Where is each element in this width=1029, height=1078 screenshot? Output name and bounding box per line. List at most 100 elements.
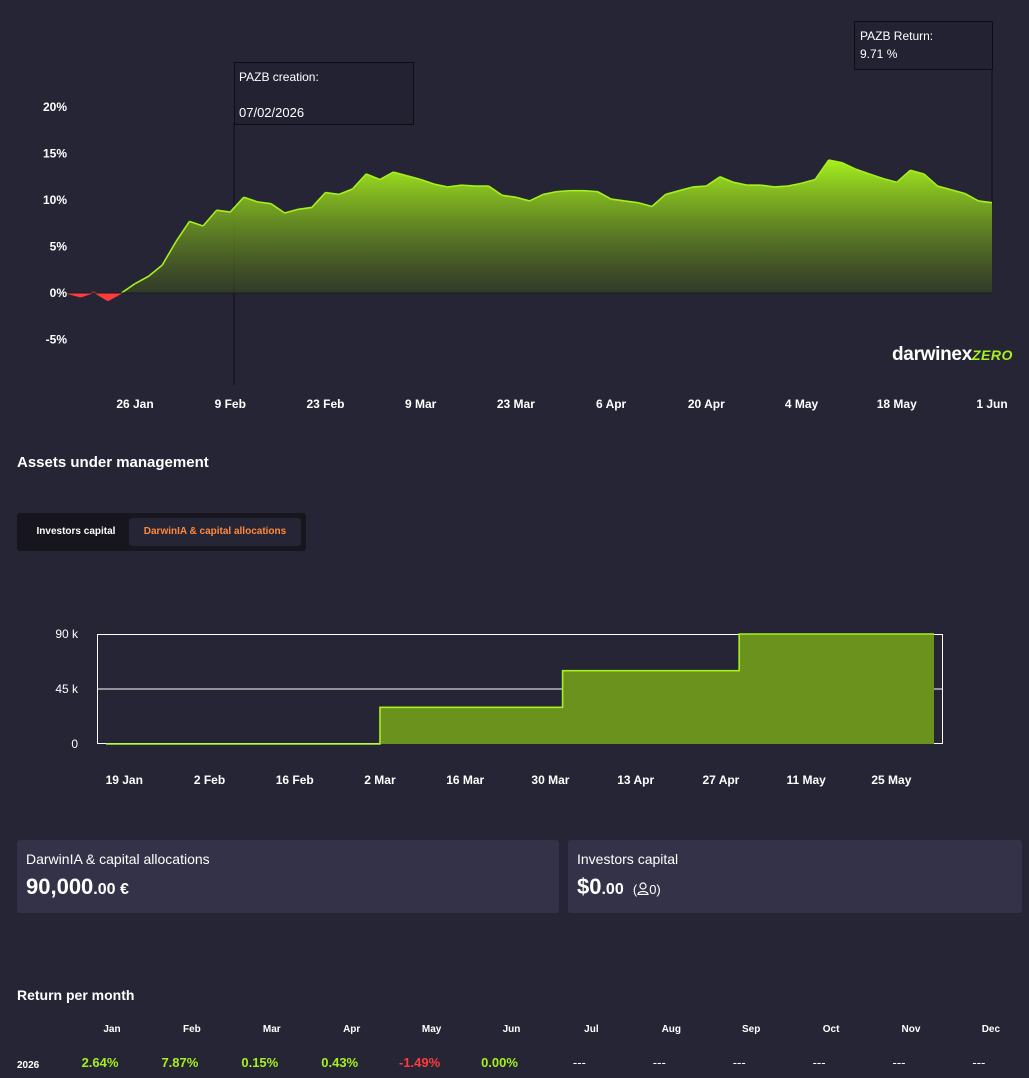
year-label: 2026	[17, 1060, 40, 1071]
aum-x-tick-label: 27 Apr	[702, 773, 739, 787]
return-line-segment	[828, 159, 843, 164]
allocations-card-value: 90,000.00 €	[26, 874, 129, 900]
x-tick-label: 26 Jan	[116, 397, 153, 411]
darwinex-zero-logo: darwinexZERO	[892, 344, 1013, 366]
return-chart: 20% 15% 10% 5% 0% -5% 26 Jan 9 Feb 23 Feb 9 Mar 2…	[43, 68, 1008, 411]
return-line-segment	[937, 185, 952, 191]
return-line-segment	[719, 176, 734, 184]
aum-x-tick-label: 16 Feb	[276, 773, 314, 787]
aum-y-tick-label: 90 k	[55, 627, 79, 641]
return-line-segment	[882, 177, 897, 184]
return-line-segment	[733, 181, 748, 186]
month-header: Jan	[103, 1024, 121, 1035]
month-return-value: ---	[892, 1055, 906, 1070]
month-return-value: ---	[972, 1055, 986, 1070]
investor-count-open: (	[632, 882, 638, 897]
month-header: Oct	[822, 1024, 840, 1035]
investors-card-value: $0.00 (0)	[577, 874, 661, 900]
return-line-segment	[243, 196, 258, 203]
return-line-segment	[611, 198, 625, 202]
investor-count-value: 0)	[649, 882, 661, 897]
month-return-value: -1.49%	[398, 1055, 441, 1070]
x-tick-label: 1 Jun	[976, 397, 1007, 411]
return-line-segment	[338, 188, 353, 196]
aum-x-tick-label: 30 Mar	[531, 773, 569, 787]
return-line-segment	[229, 196, 245, 213]
allocations-card: DarwinIA & capital allocations 90,000.00…	[17, 840, 559, 913]
return-line-segment	[270, 203, 286, 214]
month-header: Mar	[262, 1024, 281, 1035]
return-line-segment	[705, 176, 721, 187]
return-line-segment	[134, 275, 150, 285]
aum-x-tick-label: 2 Feb	[194, 773, 225, 787]
creation-annotation-label: PAZB creation:	[239, 70, 319, 84]
return-line-segment	[692, 185, 707, 188]
tab-investors-capital[interactable]: Investors capital	[36, 526, 116, 537]
month-return-value: ---	[732, 1055, 746, 1070]
aum-x-tick-label: 2 Mar	[364, 773, 396, 787]
aum-x-tick-label: 13 Apr	[617, 773, 654, 787]
month-return-value: ---	[812, 1055, 826, 1070]
return-line-segment	[120, 283, 136, 294]
x-tick-label: 23 Feb	[306, 397, 344, 411]
return-line-segment	[760, 184, 775, 188]
aum-y-tick-label: 0	[71, 737, 78, 751]
tab-darwinia-allocations[interactable]: DarwinIA & capital allocations	[129, 518, 301, 546]
return-line-segment	[502, 194, 517, 199]
return-line-segment	[365, 173, 381, 181]
return-line-segment	[950, 188, 966, 195]
allocations-value-decimal: .00 €	[93, 881, 129, 898]
logo-brand: darwinex	[892, 344, 972, 365]
return-line-segment	[175, 220, 191, 243]
aum-tab-group: Investors capital DarwinIA & capital all…	[17, 513, 306, 551]
month-header: Jun	[502, 1024, 521, 1035]
return-line-segment	[964, 192, 979, 202]
return-line-segment	[556, 189, 571, 193]
return-line-segment	[801, 178, 816, 185]
return-line-segment	[161, 241, 177, 266]
x-tick-label: 6 Apr	[596, 397, 627, 411]
month-header: May	[421, 1024, 442, 1035]
return-line-segment	[624, 200, 639, 204]
return-line-segment	[896, 169, 911, 183]
month-return-value: 0.15%	[241, 1055, 279, 1070]
return-line-segment	[298, 206, 312, 211]
month-header: Aug	[661, 1024, 682, 1035]
return-line-segment	[189, 220, 204, 227]
return-line-segment	[311, 192, 327, 208]
return-line-segment	[814, 159, 830, 180]
investors-value-main: $0	[577, 874, 602, 899]
return-line-segment	[978, 200, 993, 204]
aum-area	[106, 634, 934, 744]
return-line-segment	[869, 173, 884, 180]
aum-line	[106, 633, 934, 745]
return-line-segment	[461, 184, 476, 187]
return-line-segment	[597, 190, 612, 200]
x-tick-label: 23 Mar	[497, 397, 535, 411]
logo-suffix: ZERO	[971, 347, 1013, 363]
y-tick-label: 5%	[50, 240, 68, 254]
month-header: Sep	[742, 1024, 761, 1035]
return-line-segment	[379, 171, 394, 181]
return-line-segment	[787, 182, 802, 187]
return-area-positive	[67, 160, 992, 293]
aum-chart: 90 k 45 k 0 19 Jan 2 Feb 16 Feb 2 Mar 16 Mar 30…	[55, 627, 943, 787]
return-annotation-value: 9.71 %	[860, 47, 898, 61]
return-line-segment	[842, 162, 857, 171]
return-line-segment	[406, 175, 421, 181]
allocations-card-label: DarwinIA & capital allocations	[26, 851, 210, 867]
x-tick-label: 9 Mar	[405, 397, 437, 411]
allocations-value-main: 90,000	[26, 874, 94, 899]
month-header: Dec	[981, 1024, 1001, 1035]
return-area-negative	[67, 293, 992, 301]
return-line-segment	[488, 185, 503, 197]
investors-card-label: Investors capital	[577, 851, 679, 867]
return-line-segment	[434, 183, 449, 188]
month-header: Nov	[901, 1024, 921, 1035]
return-per-month-title: Return per month	[17, 987, 135, 1003]
investor-count: (0)	[633, 882, 661, 897]
return-line-segment	[284, 208, 299, 214]
month-return-value: 7.87%	[161, 1055, 199, 1070]
x-tick-label: 4 May	[785, 397, 819, 411]
return-line-segment	[515, 196, 530, 202]
